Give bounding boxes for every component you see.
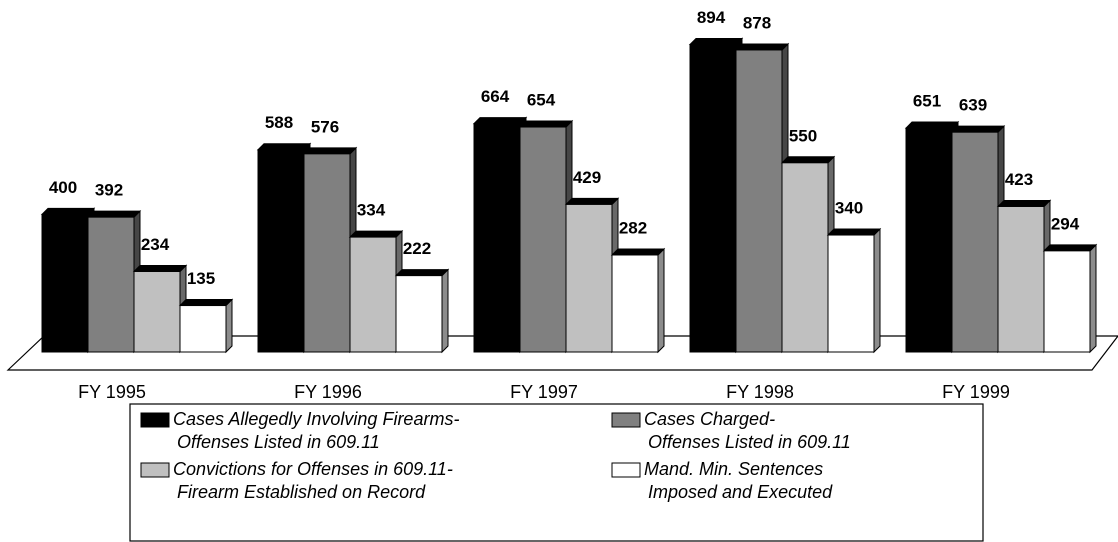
- bar-top: [178, 299, 234, 307]
- value-label: 400: [49, 178, 77, 197]
- value-label: 576: [311, 117, 339, 136]
- legend-swatch: [611, 462, 641, 478]
- bar: [257, 149, 305, 353]
- bar-top: [348, 230, 404, 238]
- bar: [565, 203, 613, 353]
- bar-top: [86, 210, 142, 218]
- bar: [349, 236, 397, 353]
- bar: [781, 162, 829, 353]
- value-label: 282: [619, 218, 647, 237]
- value-label: 550: [789, 126, 817, 145]
- value-label: 894: [697, 8, 726, 27]
- bar: [87, 216, 135, 353]
- bar-top: [394, 269, 450, 277]
- bar-top: [256, 143, 312, 151]
- bar: [473, 123, 521, 353]
- bar-top: [564, 197, 620, 205]
- bar: [41, 213, 89, 353]
- value-label: 392: [95, 181, 123, 200]
- x-tick-label: FY 1996: [294, 382, 362, 402]
- value-label: 664: [481, 87, 510, 106]
- bar-side-shade: [1090, 244, 1096, 352]
- value-label: 878: [743, 13, 771, 32]
- x-tick-label: FY 1998: [726, 382, 794, 402]
- x-tick-label: FY 1995: [78, 382, 146, 402]
- bar: [905, 127, 953, 353]
- bar: [395, 275, 443, 353]
- bar: [951, 131, 999, 353]
- x-tick-label: FY 1999: [942, 382, 1010, 402]
- legend-swatch: [611, 412, 641, 428]
- bar: [303, 153, 351, 353]
- bar-top: [132, 265, 188, 273]
- bar: [689, 43, 737, 353]
- value-label: 639: [959, 96, 987, 115]
- bar-top: [734, 43, 790, 51]
- bar-top: [950, 125, 1006, 133]
- bar-side-shade: [658, 248, 664, 352]
- bar-top: [302, 147, 358, 155]
- bar: [519, 126, 567, 353]
- bar-top: [780, 156, 836, 164]
- bar-top: [996, 199, 1052, 207]
- bar-side-shade: [874, 229, 880, 352]
- bar-side-shade: [442, 269, 448, 352]
- value-label: 135: [187, 269, 215, 288]
- bar-top: [472, 117, 528, 125]
- value-label: 294: [1051, 214, 1080, 233]
- value-label: 222: [403, 239, 431, 258]
- bar: [133, 271, 181, 353]
- bar-top: [688, 37, 744, 45]
- value-label: 423: [1005, 170, 1033, 189]
- legend-swatch: [140, 462, 170, 478]
- bar-top: [826, 228, 882, 236]
- legend-swatch: [140, 412, 170, 428]
- bar: [1043, 250, 1091, 353]
- bar-side-shade: [226, 299, 232, 352]
- bar: [179, 305, 227, 353]
- value-label: 234: [141, 235, 170, 254]
- value-label: 651: [913, 92, 941, 111]
- bar: [827, 234, 875, 353]
- value-label: 654: [527, 91, 556, 110]
- bar-top: [1042, 244, 1098, 252]
- bar: [611, 254, 659, 353]
- bar: [997, 205, 1045, 353]
- legend-box: [129, 403, 984, 542]
- bar-top: [904, 121, 960, 129]
- value-label: 588: [265, 113, 293, 132]
- legend-label: Mand. Min. Sentences Imposed and Executed: [644, 459, 833, 502]
- legend-label: Cases Charged-Offenses Listed in 609.11: [644, 409, 851, 452]
- value-label: 429: [573, 168, 601, 187]
- bar-top: [40, 207, 96, 215]
- x-tick-label: FY 1997: [510, 382, 578, 402]
- bar-top: [518, 120, 574, 128]
- bar: [735, 49, 783, 353]
- bar-top: [610, 248, 666, 256]
- legend-label: Convictions for Offenses in 609.11-Firea…: [173, 459, 453, 502]
- value-label: 340: [835, 199, 863, 218]
- legend-label: Cases Allegedly Involving Firearms-Offen…: [173, 409, 459, 452]
- value-label: 334: [357, 201, 386, 220]
